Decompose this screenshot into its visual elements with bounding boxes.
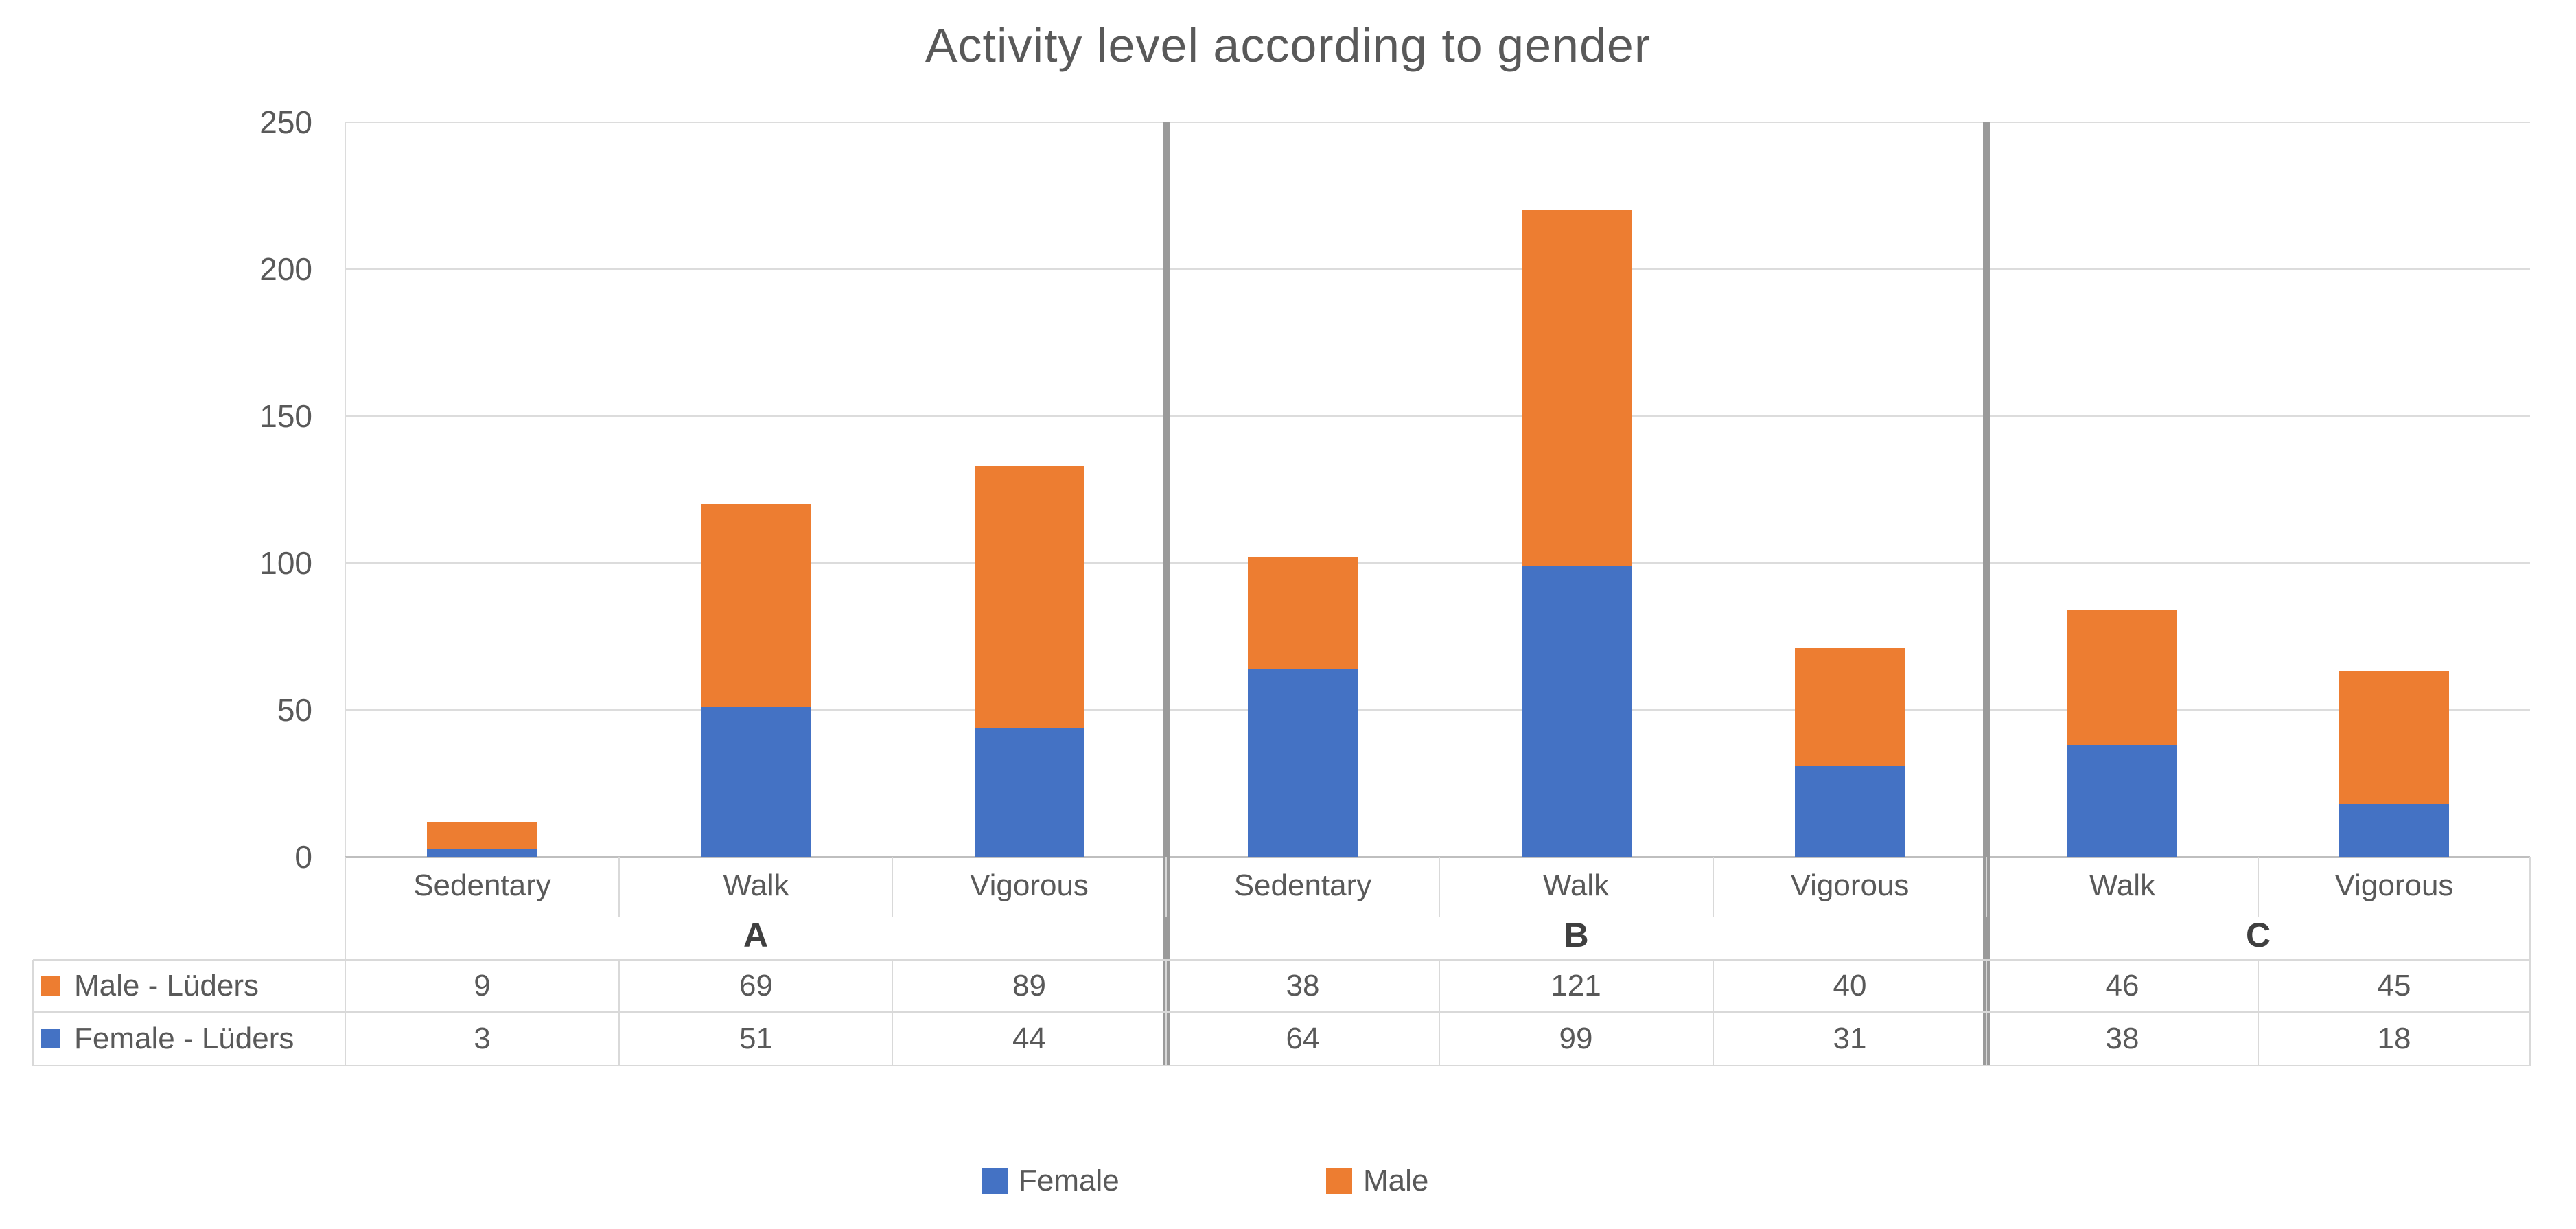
table-cell-female: 18 xyxy=(2377,1022,2411,1055)
table-border-vertical xyxy=(1986,857,1987,917)
category-label: Vigorous xyxy=(2334,869,2454,902)
bar-segment-female-A-Walk xyxy=(701,707,811,857)
table-cell-male: 121 xyxy=(1551,969,1601,1002)
bar-segment-female-A-Sedentary xyxy=(427,848,537,857)
table-cell-male: 89 xyxy=(1012,969,1046,1002)
table-border-vertical xyxy=(892,960,893,1066)
category-label: Vigorous xyxy=(1790,869,1910,902)
table-border-vertical xyxy=(892,857,893,917)
table-border-vertical xyxy=(2529,857,2531,1066)
table-row-header-male: Male - Lüders xyxy=(33,960,345,1012)
table-border-vertical xyxy=(618,857,620,917)
gridline xyxy=(345,415,2530,417)
bar-segment-male-A-Vigorous xyxy=(975,466,1084,728)
y-axis-line xyxy=(345,122,346,857)
y-tick-label: 100 xyxy=(259,545,312,581)
table-cell-female: 38 xyxy=(2105,1022,2139,1055)
table-cell-male: 40 xyxy=(1833,969,1867,1002)
table-border-vertical xyxy=(2258,857,2259,917)
category-label: Sedentary xyxy=(413,869,551,902)
table-border-vertical xyxy=(1713,960,1714,1066)
table-border-vertical xyxy=(1986,960,1987,1066)
bar-segment-female-B-Walk xyxy=(1522,566,1632,857)
y-tick-label: 50 xyxy=(277,692,312,728)
group-label: B xyxy=(1564,916,1589,954)
bar-segment-female-C-Vigorous xyxy=(2339,804,2449,857)
table-row-header-female-label: Female - Lüders xyxy=(74,1022,294,1055)
male-series-swatch-icon xyxy=(41,976,60,996)
table-border-vertical xyxy=(32,960,34,1066)
y-tick-label: 250 xyxy=(259,104,312,140)
table-cell-male: 38 xyxy=(1286,969,1320,1002)
table-cell-male: 9 xyxy=(474,969,491,1002)
female-legend-swatch-icon xyxy=(982,1168,1008,1194)
table-cell-male: 69 xyxy=(739,969,773,1002)
male-legend-swatch-icon xyxy=(1326,1168,1352,1194)
table-border-vertical xyxy=(1439,960,1440,1066)
table-cell-female: 64 xyxy=(1286,1022,1320,1055)
table-border-vertical xyxy=(1713,857,1714,917)
bar-segment-female-C-Walk xyxy=(2067,745,2177,857)
category-label: Vigorous xyxy=(970,869,1089,902)
gridline xyxy=(345,709,2530,711)
y-tick-label: 0 xyxy=(294,839,312,875)
table-row-header-female: Female - Lüders xyxy=(33,1012,345,1066)
category-label: Walk xyxy=(1542,869,1610,902)
group-label: C xyxy=(2245,916,2271,954)
bar-segment-male-B-Sedentary xyxy=(1248,557,1358,669)
bar-segment-male-B-Walk xyxy=(1522,210,1632,566)
legend-item-female: Female xyxy=(982,1162,1119,1200)
bar-segment-male-C-Vigorous xyxy=(2339,671,2449,804)
bar-segment-female-B-Vigorous xyxy=(1795,766,1905,857)
bar-segment-male-A-Walk xyxy=(701,504,811,707)
table-cell-male: 45 xyxy=(2377,969,2411,1002)
y-tick-label: 150 xyxy=(259,398,312,434)
group-separator xyxy=(1163,122,1170,1066)
category-label: Sedentary xyxy=(1233,869,1372,902)
table-border-vertical xyxy=(1439,857,1440,917)
category-label: Walk xyxy=(723,869,789,902)
table-cell-female: 31 xyxy=(1833,1022,1867,1055)
legend-item-male: Male xyxy=(1326,1162,1428,1200)
group-label: A xyxy=(743,916,769,954)
category-label: Walk xyxy=(2089,869,2156,902)
table-border-horizontal xyxy=(33,1065,2530,1066)
gridline xyxy=(345,268,2530,270)
bar-segment-female-B-Sedentary xyxy=(1248,669,1358,857)
x-axis-line xyxy=(345,856,2530,858)
table-cell-male: 46 xyxy=(2105,969,2139,1002)
table-border-horizontal xyxy=(33,1011,2530,1013)
bar-segment-male-B-Vigorous xyxy=(1795,648,1905,766)
gridline xyxy=(345,562,2530,564)
table-border-horizontal xyxy=(33,959,2530,961)
bar-segment-male-C-Walk xyxy=(2067,610,2177,745)
group-separator xyxy=(1983,122,1990,1066)
legend-label-male: Male xyxy=(1363,1164,1429,1197)
table-border-vertical xyxy=(1165,857,1167,917)
bar-segment-female-A-Vigorous xyxy=(975,728,1084,857)
gridline xyxy=(345,122,2530,123)
bar-segment-male-A-Sedentary xyxy=(427,822,537,849)
female-series-swatch-icon xyxy=(41,1029,60,1048)
table-cell-female: 99 xyxy=(1559,1022,1593,1055)
table-cell-female: 44 xyxy=(1012,1022,1046,1055)
table-row-header-male-label: Male - Lüders xyxy=(74,969,259,1002)
chart-title: Activity level according to gender xyxy=(925,19,1651,72)
table-cell-female: 3 xyxy=(474,1022,491,1055)
table-cell-female: 51 xyxy=(739,1022,773,1055)
y-tick-label: 200 xyxy=(259,251,312,287)
table-border-vertical xyxy=(618,960,620,1066)
legend-label-female: Female xyxy=(1019,1164,1119,1197)
table-border-vertical xyxy=(345,857,346,1066)
table-border-vertical xyxy=(1165,960,1167,1066)
table-border-vertical xyxy=(2258,960,2259,1066)
